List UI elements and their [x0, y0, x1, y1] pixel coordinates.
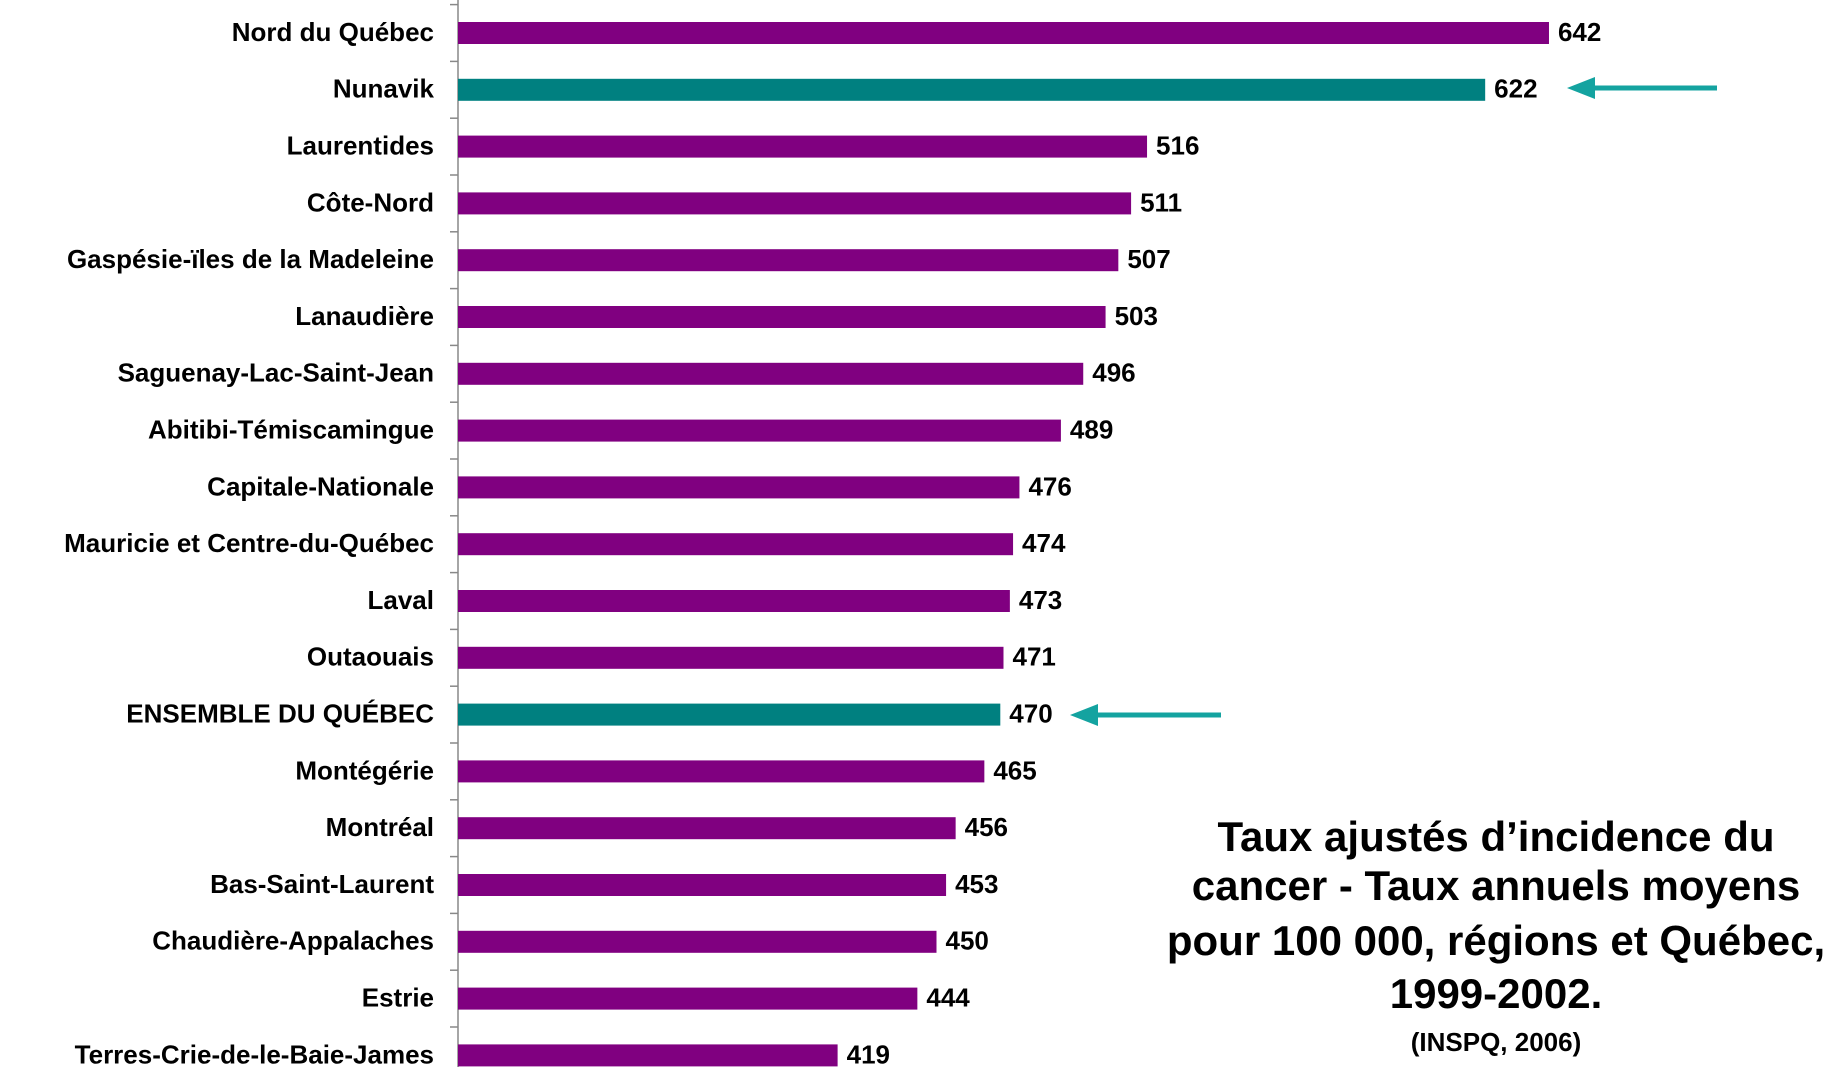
- bar: [458, 419, 1061, 442]
- arrow: [1567, 77, 1717, 99]
- value-label: 470: [1009, 698, 1052, 728]
- bar: [458, 817, 956, 840]
- category-label: Nord du Québec: [232, 17, 434, 47]
- category-label: Estrie: [362, 982, 434, 1012]
- value-label: 642: [1558, 17, 1601, 47]
- bar: [458, 646, 1004, 669]
- subtitle: (INSPQ, 2006): [1411, 1027, 1582, 1057]
- category-label: ENSEMBLE DU QUÉBEC: [126, 698, 434, 728]
- bar: [458, 930, 937, 953]
- category-label: Laurentides: [287, 130, 434, 160]
- bar: [458, 22, 1549, 44]
- value-label: 456: [965, 812, 1008, 842]
- category-label: Côte-Nord: [307, 187, 434, 217]
- category-label: Mauricie et Centre-du-Québec: [64, 528, 434, 558]
- value-label: 622: [1494, 74, 1537, 104]
- value-label: 419: [847, 1039, 890, 1067]
- value-label: 489: [1070, 414, 1113, 444]
- bar: [458, 249, 1119, 272]
- category-label: Chaudière-Appalaches: [152, 926, 434, 956]
- value-label: 453: [955, 869, 998, 899]
- value-label: 474: [1022, 528, 1066, 558]
- bar: [458, 78, 1486, 101]
- title: Taux ajustés d’incidence du cancer - Tau…: [1167, 813, 1825, 1017]
- bar: [458, 1044, 838, 1067]
- value-label: 444: [926, 982, 970, 1012]
- category-label: Abitibi-Témiscamingue: [148, 414, 434, 444]
- value-label: 516: [1156, 130, 1199, 160]
- category-label: Montréal: [326, 812, 434, 842]
- value-label: 476: [1028, 471, 1071, 501]
- bar: [458, 533, 1014, 556]
- value-label: 507: [1127, 244, 1170, 274]
- category-label: Capitale-Nationale: [207, 471, 434, 501]
- bar: [458, 703, 1001, 726]
- value-label: 465: [993, 755, 1036, 785]
- category-label: Gaspésie-ïles de la Madeleine: [67, 244, 434, 274]
- bar: [458, 476, 1020, 499]
- arrow: [1070, 704, 1221, 726]
- title-line: cancer - Taux annuels moyens: [1192, 862, 1800, 909]
- category-label: Montégérie: [295, 755, 434, 785]
- value-label: 471: [1012, 642, 1055, 672]
- bar: [458, 874, 947, 896]
- value-label: 473: [1019, 585, 1062, 615]
- value-label: 503: [1115, 301, 1158, 331]
- title-line: pour 100 000, régions et Québec,: [1167, 917, 1825, 964]
- category-label: Bas-Saint-Laurent: [210, 869, 434, 899]
- bar: [458, 306, 1106, 328]
- value-label: 450: [946, 926, 989, 956]
- title-line: 1999-2002.: [1390, 970, 1603, 1017]
- title-line: Taux ajustés d’incidence du: [1217, 813, 1774, 860]
- bar: [458, 590, 1010, 612]
- value-label: 511: [1140, 187, 1182, 217]
- category-label: Outaouais: [307, 642, 434, 672]
- bar: [458, 362, 1084, 385]
- category-label: Saguenay-Lac-Saint-Jean: [118, 358, 434, 388]
- value-label: 496: [1092, 358, 1135, 388]
- category-label: Laval: [368, 585, 435, 615]
- bar: [458, 987, 918, 1010]
- category-label: Lanaudière: [295, 301, 434, 331]
- arrow-head: [1567, 77, 1595, 99]
- bar: [458, 192, 1132, 215]
- category-label: Terres-Crie-de-le-Baie-James: [75, 1039, 434, 1067]
- arrow-head: [1070, 704, 1098, 726]
- bar: [458, 760, 985, 783]
- category-label: Nunavik: [333, 74, 435, 104]
- bar: [458, 135, 1148, 158]
